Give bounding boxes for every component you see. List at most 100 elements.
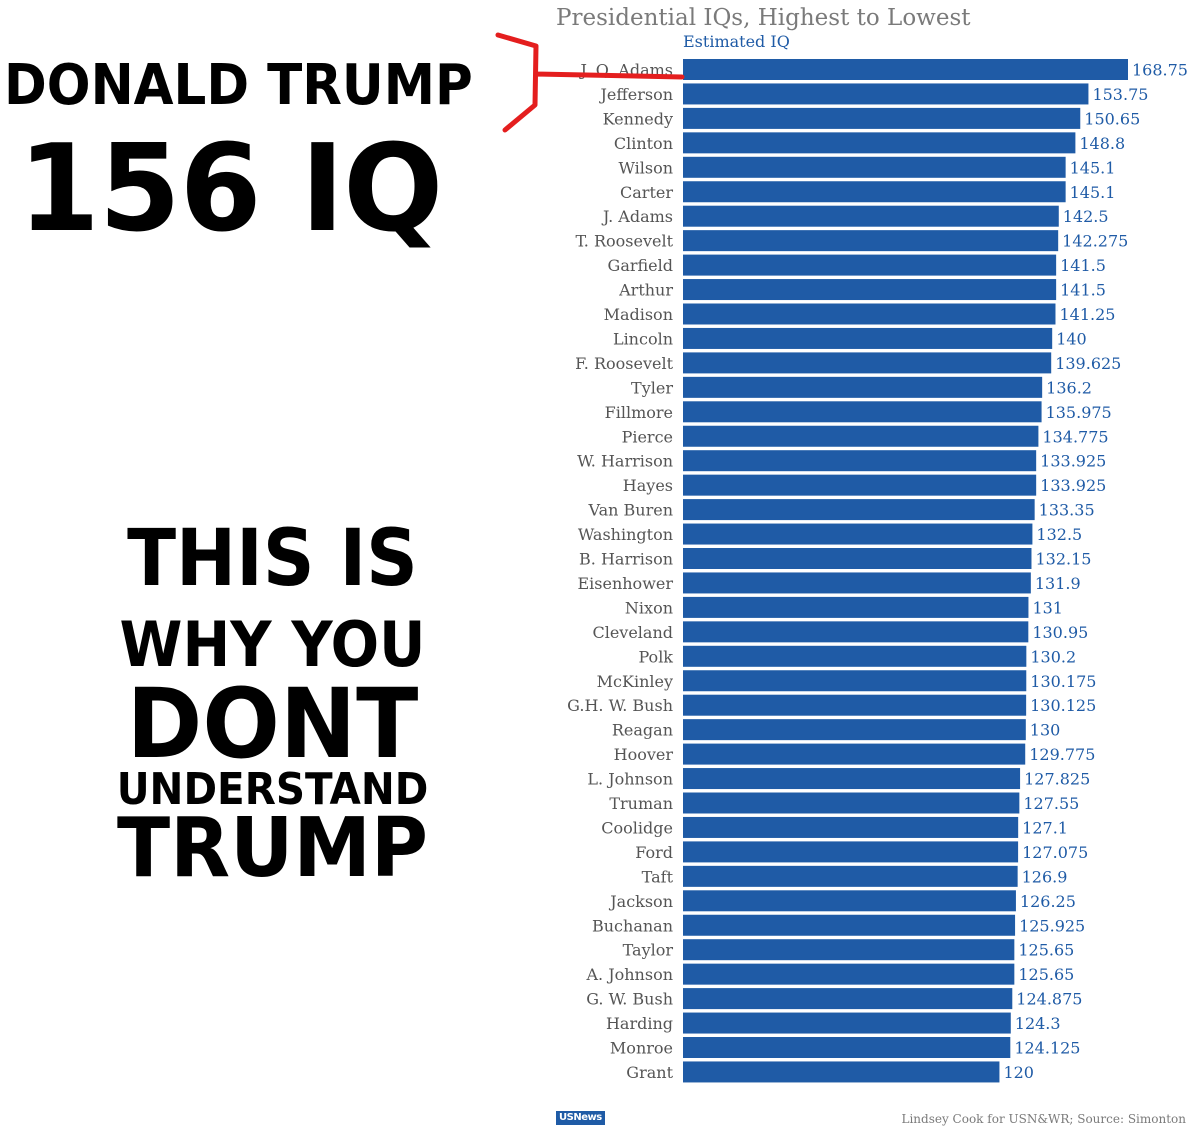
category-label: Pierce	[622, 427, 673, 446]
bar-3	[683, 132, 1076, 154]
category-label: B. Harrison	[579, 550, 673, 569]
bar-12	[683, 352, 1052, 374]
value-label: 132.5	[1036, 525, 1082, 544]
value-label: 145.1	[1070, 183, 1116, 202]
value-label: 127.075	[1022, 843, 1088, 862]
value-label: 168.75	[1132, 61, 1188, 80]
category-label: G. W. Bush	[586, 990, 673, 1009]
category-label: Monroe	[610, 1039, 673, 1058]
bar-16	[683, 450, 1037, 472]
category-label: A. Johnson	[585, 965, 673, 984]
value-label: 145.1	[1070, 158, 1116, 177]
category-label: L. Johnson	[587, 770, 673, 789]
bar-33	[683, 865, 1018, 887]
value-label: 124.3	[1015, 1014, 1061, 1033]
category-label: Jackson	[608, 892, 673, 911]
category-label: W. Harrison	[577, 452, 673, 471]
category-label: J. Adams	[601, 207, 673, 226]
caption-line-3: DONT	[126, 668, 419, 780]
bar-25	[683, 670, 1027, 692]
value-label: 139.625	[1055, 354, 1121, 373]
bar-24	[683, 645, 1027, 667]
category-label: F. Roosevelt	[575, 354, 673, 373]
value-label: 124.125	[1014, 1039, 1080, 1058]
category-label: Jefferson	[598, 85, 673, 104]
category-label: Taft	[642, 867, 674, 886]
value-label: 130.175	[1030, 672, 1096, 691]
bar-17	[683, 474, 1037, 496]
bar-30	[683, 792, 1020, 814]
bar-2	[683, 107, 1081, 129]
category-labels-group: J. Q. AdamsJeffersonKennedyClintonWilson…	[567, 61, 673, 1082]
headline-name: DONALD TRUMP	[4, 53, 473, 118]
caption-line-5: TRUMP	[116, 801, 428, 896]
value-label: 130	[1030, 721, 1061, 740]
value-label: 150.65	[1084, 109, 1140, 128]
bar-22	[683, 596, 1029, 618]
value-label: 127.825	[1024, 770, 1090, 789]
value-label: 142.5	[1063, 207, 1109, 226]
category-label: Lincoln	[613, 329, 673, 348]
category-label: Tyler	[631, 378, 673, 397]
category-label: Carter	[620, 183, 673, 202]
bar-31	[683, 816, 1019, 838]
value-label: 131	[1032, 598, 1063, 617]
value-label: 141.5	[1060, 256, 1106, 275]
value-label: 135.975	[1046, 403, 1112, 422]
category-label: G.H. W. Bush	[567, 696, 673, 715]
value-label: 130.2	[1030, 647, 1076, 666]
category-label: Garfield	[608, 256, 673, 275]
value-label: 141.5	[1060, 281, 1106, 300]
bar-41	[683, 1061, 1000, 1083]
value-label: 127.1	[1022, 818, 1068, 837]
category-label: Cleveland	[592, 623, 673, 642]
bar-19	[683, 523, 1033, 545]
category-label: Washington	[578, 525, 673, 544]
bar-10	[683, 303, 1056, 325]
value-label: 132.15	[1035, 550, 1091, 569]
category-label: Polk	[638, 647, 673, 666]
category-label: Ford	[635, 843, 673, 862]
category-label: Kennedy	[603, 109, 673, 128]
category-label: Truman	[609, 794, 673, 813]
value-label: 125.65	[1018, 941, 1074, 960]
category-label: Madison	[604, 305, 673, 324]
value-label: 153.75	[1092, 85, 1148, 104]
bar-14	[683, 401, 1042, 423]
value-label: 129.775	[1029, 745, 1095, 764]
value-label: 120	[1003, 1063, 1034, 1082]
value-labels-group: 168.75 153.75 150.65 148.8 145.1 145.1 142.5 14…	[1003, 61, 1188, 1082]
bar-26	[683, 694, 1027, 716]
value-label: 126.25	[1020, 892, 1076, 911]
bar-34	[683, 890, 1016, 912]
bar-13	[683, 376, 1043, 398]
category-label: Grant	[626, 1063, 673, 1082]
category-label: Eisenhower	[577, 574, 673, 593]
credit-text: Lindsey Cook for USN&WR; Source: Simonto…	[901, 1112, 1186, 1126]
bar-38	[683, 988, 1013, 1010]
caption-line-4: UNDERSTAND	[116, 764, 429, 815]
bar-23	[683, 621, 1029, 643]
value-label: 140	[1056, 329, 1087, 348]
value-label: 133.925	[1040, 476, 1106, 495]
value-label: 133.925	[1040, 452, 1106, 471]
value-label: 125.925	[1019, 916, 1085, 935]
category-label: Arthur	[618, 281, 673, 300]
category-label: Coolidge	[601, 818, 673, 837]
category-label: Fillmore	[605, 403, 673, 422]
bar-20	[683, 548, 1032, 569]
caption-line-1: THIS IS	[127, 514, 418, 604]
value-label: 148.8	[1079, 134, 1125, 153]
bar-11	[683, 327, 1053, 349]
bars-group	[683, 59, 1128, 1083]
value-label: 142.275	[1062, 232, 1128, 251]
value-label: 134.775	[1042, 427, 1108, 446]
value-label: 141.25	[1059, 305, 1115, 324]
bar-29	[683, 768, 1021, 790]
bar-15	[683, 425, 1039, 447]
bar-18	[683, 499, 1035, 521]
bar-4	[683, 156, 1066, 178]
value-label: 131.9	[1035, 574, 1081, 593]
red-annotation-arrow	[495, 32, 685, 133]
